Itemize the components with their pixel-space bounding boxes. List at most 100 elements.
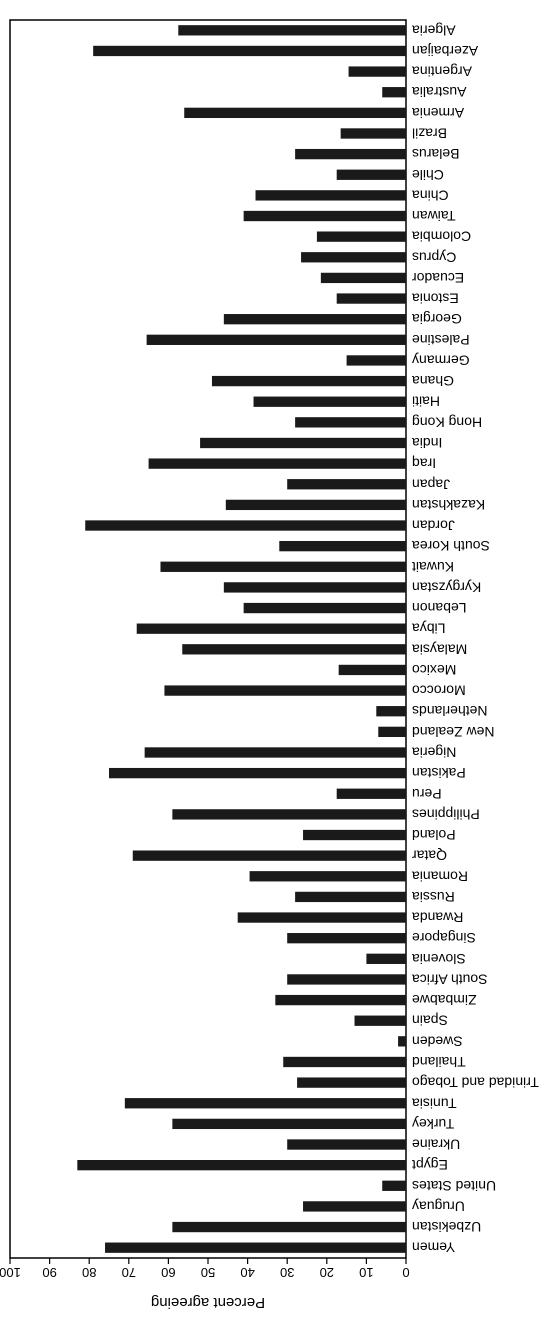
bar (237, 912, 406, 923)
category-labels: Algeria Azerbaijan Argentina Australia Armen… (412, 22, 539, 1255)
bar (283, 1056, 406, 1068)
category-label: Azerbaijan (412, 43, 478, 59)
bar (136, 623, 406, 634)
bar (348, 66, 406, 77)
x-axis-title: Percent agreeing (151, 1294, 265, 1311)
bar (295, 148, 406, 160)
bar (148, 458, 406, 469)
category-label: Slovenia (412, 951, 466, 967)
category-label: Thailand (412, 1054, 466, 1070)
x-tick-label: 20 (320, 1265, 334, 1280)
category-label: Nigeria (412, 744, 457, 760)
bar (301, 252, 406, 263)
category-label: Kazakhstan (412, 497, 485, 513)
category-label: China (412, 187, 449, 203)
bar (382, 1180, 406, 1191)
bar (211, 375, 406, 387)
category-label: Rwanda (412, 910, 464, 926)
x-tick-label: 10 (359, 1265, 373, 1280)
category-label: Colombia (412, 229, 471, 245)
bar (297, 1077, 406, 1088)
category-label: Hong Kong (412, 414, 482, 430)
bar (346, 355, 406, 366)
bar (243, 210, 406, 222)
bar (223, 582, 406, 593)
category-label: Belarus (412, 146, 459, 162)
plot-frame (9, 19, 407, 1259)
bar (295, 891, 406, 903)
bar (249, 871, 406, 882)
bar (275, 994, 406, 1006)
x-tick-label: 50 (201, 1265, 215, 1280)
category-label: Armenia (412, 105, 464, 121)
bar (164, 685, 406, 696)
category-label: Kyrgyzstan (412, 579, 481, 595)
category-label: Poland (412, 827, 456, 843)
category-label: Ghana (412, 373, 454, 389)
bar (340, 128, 406, 139)
category-label: Ecuador (412, 270, 464, 286)
category-label: Malaysia (412, 641, 467, 657)
category-label: Palestine (412, 332, 470, 348)
bar (109, 767, 406, 779)
category-label: Iraq (412, 456, 436, 472)
bar (243, 602, 406, 614)
bar (146, 334, 406, 345)
bar (160, 561, 406, 572)
bar (336, 293, 406, 304)
category-label: India (412, 435, 443, 451)
x-tick-label: 90 (42, 1265, 56, 1280)
category-label: Philippines (412, 806, 480, 822)
category-label: Egypt (412, 1157, 448, 1173)
bar (105, 1242, 406, 1253)
bar (172, 809, 406, 820)
bar (77, 1159, 406, 1171)
bar (354, 1015, 406, 1026)
bar (124, 1098, 406, 1109)
bar (178, 25, 406, 36)
bar (182, 644, 406, 655)
category-label: Australia (412, 84, 467, 100)
bar (225, 499, 406, 511)
bar-series (77, 25, 406, 1253)
category-label: South Africa (412, 971, 488, 987)
bar (93, 45, 406, 57)
category-label: Haiti (412, 394, 440, 410)
category-label: Argentina (412, 64, 472, 80)
bar (378, 726, 406, 738)
category-label: Spain (412, 1013, 448, 1029)
category-label: Pakistan (412, 765, 466, 781)
category-label: Singapore (412, 930, 476, 946)
bar (338, 664, 406, 676)
category-label: Romania (412, 868, 468, 884)
x-tick-label: 30 (280, 1265, 294, 1280)
category-label: Georgia (412, 311, 462, 327)
category-label: Ukraine (412, 1137, 460, 1153)
bar (184, 107, 406, 119)
category-label: Germany (412, 352, 470, 368)
bar (200, 437, 406, 449)
category-label: Mexico (412, 662, 457, 678)
category-label: Chile (412, 167, 444, 183)
x-tick-label: 60 (161, 1265, 175, 1280)
category-label: Taiwan (412, 208, 456, 224)
bar (85, 520, 406, 531)
bar (223, 314, 406, 325)
bar (255, 190, 406, 201)
x-axis: 0 10 20 30 40 50 60 70 80 90 100 (0, 1258, 410, 1280)
bar (287, 933, 406, 944)
bar (172, 1118, 406, 1130)
category-label: Qatar (412, 848, 447, 864)
category-label: New Zealand (412, 724, 495, 740)
bar (295, 417, 406, 428)
category-label: Jordan (412, 518, 455, 534)
x-tick-label: 70 (122, 1265, 136, 1280)
x-tick-label: 80 (82, 1265, 96, 1280)
category-label: Kuwait (412, 559, 454, 575)
x-tick-label: 0 (402, 1265, 409, 1280)
bar (336, 788, 406, 799)
category-label: Libya (412, 621, 446, 637)
plot-area (9, 19, 407, 1259)
category-label: United States (412, 1178, 496, 1194)
